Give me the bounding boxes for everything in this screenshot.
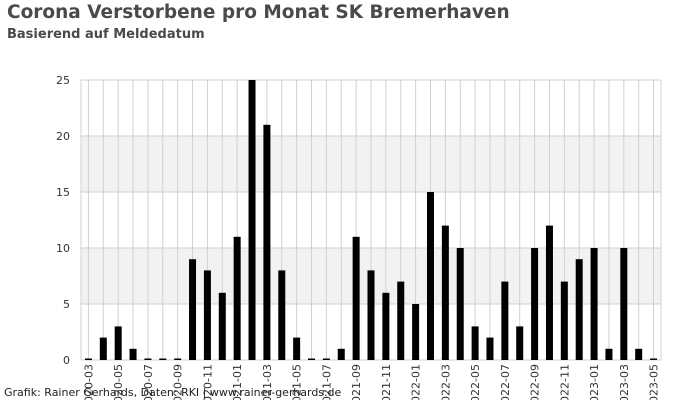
bar (144, 358, 152, 360)
bar (174, 358, 182, 360)
bar (159, 358, 167, 360)
bar (114, 326, 122, 360)
y-tick-label: 0 (63, 354, 70, 367)
bar (382, 292, 390, 360)
bar (635, 348, 643, 360)
bar (203, 270, 211, 360)
bar (337, 348, 345, 360)
x-tick-label: 2020-09 (172, 364, 185, 400)
bar (620, 248, 628, 360)
bar (189, 259, 197, 360)
bar (397, 281, 405, 360)
x-tick-label: 2022-09 (529, 364, 542, 400)
bar (84, 358, 92, 360)
bar (486, 337, 494, 360)
x-tick-label: 2022-03 (439, 364, 452, 400)
x-tick-label: 2020-07 (142, 364, 155, 400)
bar (426, 192, 434, 360)
bar (412, 304, 420, 360)
bar (471, 326, 479, 360)
bar (531, 248, 539, 360)
x-tick-label: 2021-07 (320, 364, 333, 400)
bar (248, 80, 256, 360)
y-tick-label: 15 (56, 186, 70, 199)
bar (605, 348, 613, 360)
x-tick-label: 2020-11 (201, 364, 214, 400)
bar (293, 337, 301, 360)
bar (352, 236, 360, 360)
bar (590, 248, 598, 360)
y-tick-label: 10 (56, 242, 70, 255)
x-tick-label: 2022-11 (558, 364, 571, 400)
bar (99, 337, 107, 360)
x-tick-label: 2021-05 (291, 364, 304, 400)
bar (308, 358, 316, 360)
x-tick-label: 2020-05 (112, 364, 125, 400)
bar (322, 358, 330, 360)
x-tick-label: 2022-01 (410, 364, 423, 400)
bar (233, 236, 241, 360)
x-tick-label: 2021-03 (261, 364, 274, 400)
bar (129, 348, 137, 360)
bar (263, 124, 271, 360)
x-tick-label: 2023-03 (618, 364, 631, 400)
bar (218, 292, 226, 360)
bar (650, 358, 658, 360)
bar (278, 270, 286, 360)
x-tick-label: 2023-05 (648, 364, 661, 400)
x-tick-label: 2022-05 (469, 364, 482, 400)
x-tick-label: 2021-09 (350, 364, 363, 400)
x-tick-label: 2021-11 (380, 364, 393, 400)
y-tick-label: 25 (56, 74, 70, 87)
source-credit: Grafik: Rainer Gerhards, Daten: RKI | ww… (4, 386, 342, 399)
x-tick-label: 2021-01 (231, 364, 244, 400)
bar (456, 248, 464, 360)
chart-title: Corona Verstorbene pro Monat SK Bremerha… (7, 2, 510, 23)
bar (516, 326, 524, 360)
bar (367, 270, 375, 360)
bar (560, 281, 568, 360)
x-tick-label: 2023-01 (588, 364, 601, 400)
x-tick-label: 2022-07 (499, 364, 512, 400)
bar (545, 225, 553, 360)
chart-subtitle: Basierend auf Meldedatum (7, 27, 205, 42)
y-tick-label: 5 (63, 298, 70, 311)
y-tick-label: 20 (56, 130, 70, 143)
x-tick-label: 2020-03 (82, 364, 95, 400)
bar (441, 225, 449, 360)
bar (501, 281, 509, 360)
bar (575, 259, 583, 360)
